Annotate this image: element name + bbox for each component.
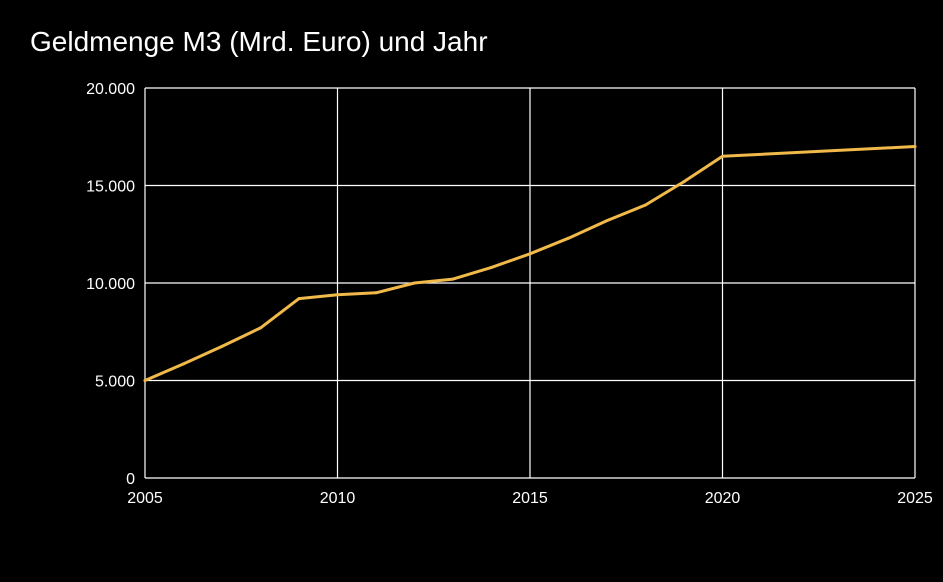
tick-labels: 0 5.000 10.000 15.000 20.000 2005 2010 2015 2020… bbox=[86, 81, 933, 507]
x-tick-label: 2005 bbox=[127, 490, 163, 507]
data-point bbox=[413, 281, 416, 285]
grid bbox=[144, 87, 916, 479]
data-point bbox=[182, 362, 185, 366]
data-point bbox=[297, 297, 301, 301]
x-tick-label: 2010 bbox=[320, 490, 356, 507]
y-tick-label: 0 bbox=[126, 471, 135, 488]
data-point bbox=[721, 154, 724, 158]
y-tick-label: 15.000 bbox=[86, 179, 135, 196]
data-point bbox=[913, 145, 917, 148]
x-tick-label: 2015 bbox=[512, 490, 548, 507]
x-tick-label: 2025 bbox=[897, 490, 933, 507]
data-point bbox=[644, 203, 647, 207]
data-point bbox=[451, 277, 455, 281]
data-point bbox=[374, 291, 378, 295]
data-point bbox=[567, 236, 570, 240]
x-tick-label: 2020 bbox=[705, 490, 741, 507]
y-tick-label: 5.000 bbox=[95, 374, 135, 391]
data-point bbox=[490, 265, 493, 269]
chart-title: Geldmenge M3 (Mrd. Euro) und Jahr bbox=[30, 26, 488, 57]
data-point bbox=[259, 326, 262, 330]
data-point bbox=[220, 344, 224, 348]
data-point bbox=[528, 252, 532, 256]
y-tick-label: 10.000 bbox=[86, 276, 135, 293]
data-point bbox=[336, 293, 339, 297]
data-point bbox=[682, 180, 686, 184]
data-point bbox=[605, 219, 609, 223]
series-layer bbox=[143, 145, 917, 382]
data-point bbox=[143, 379, 147, 382]
y-tick-label: 20.000 bbox=[86, 81, 135, 98]
